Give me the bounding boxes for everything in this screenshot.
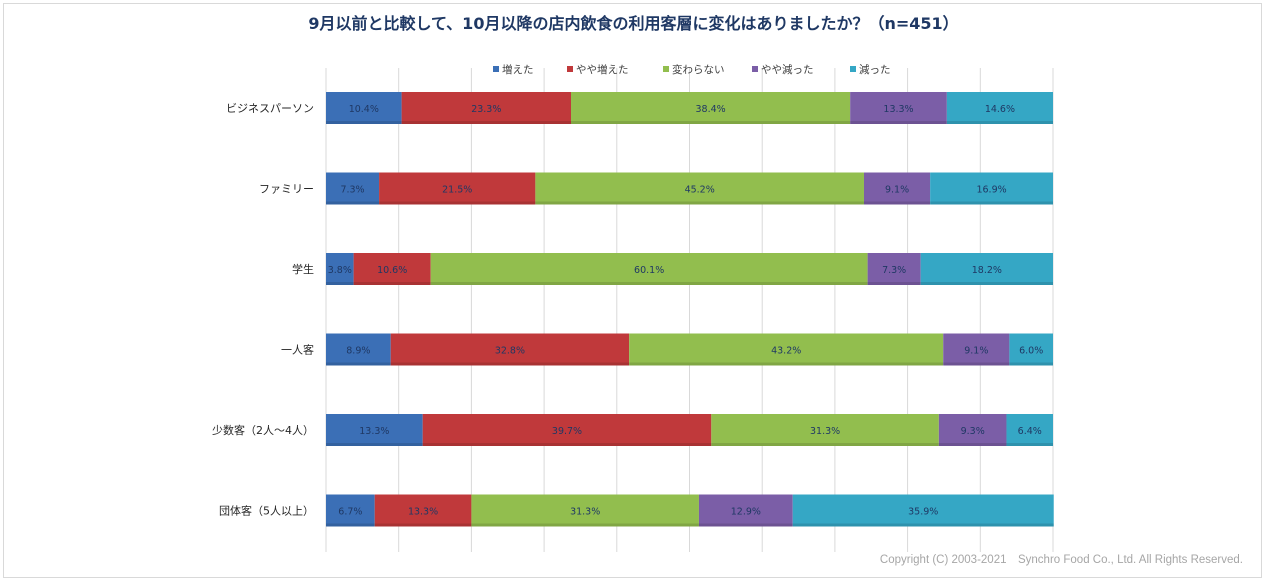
bar-segment-shade xyxy=(699,524,793,527)
bar-segment-shade xyxy=(375,524,472,527)
category-label: ファミリー xyxy=(259,183,314,196)
data-label: 31.3% xyxy=(570,507,600,518)
bar-segment-shade xyxy=(326,202,379,205)
data-label: 3.8% xyxy=(328,265,352,276)
data-label: 6.4% xyxy=(1018,426,1042,437)
bar-segment-shade xyxy=(354,282,431,285)
legend-swatch xyxy=(663,66,669,72)
category-label: ビジネスパーソン xyxy=(226,102,314,115)
bar-segment-shade xyxy=(379,202,535,205)
bar-segment-shade xyxy=(326,524,375,527)
bar-segment-shade xyxy=(431,282,868,285)
bar-segment-shade xyxy=(930,202,1053,205)
data-label: 18.2% xyxy=(972,265,1002,276)
bar-segment-shade xyxy=(423,443,712,446)
legend-label: 変わらない xyxy=(672,63,725,76)
bar-segment-shade xyxy=(850,121,947,124)
bar-segment-shade xyxy=(939,443,1007,446)
bar-segment-shade xyxy=(1009,363,1053,366)
data-label: 32.8% xyxy=(495,346,525,357)
legend-swatch xyxy=(752,66,758,72)
data-label: 12.9% xyxy=(731,507,761,518)
legend-label: 増えた xyxy=(502,63,534,76)
data-label: 31.3% xyxy=(810,426,840,437)
legend: 増えた やや増えた 変わらない やや減った 減った xyxy=(493,63,891,76)
legend-label: 減った xyxy=(859,63,891,76)
bar-segment-shade xyxy=(471,524,699,527)
bar-segment-shade xyxy=(326,282,354,285)
bars: ビジネスパーソン 10.4% 23.3% 38.4% 13.3% 14.6% ファミリー 7.… xyxy=(212,92,1054,527)
bar-segment-shade xyxy=(868,282,921,285)
bar-segment-shade xyxy=(571,121,850,124)
bar-segment-shade xyxy=(1006,443,1053,446)
data-label: 9.3% xyxy=(961,426,985,437)
legend-swatch xyxy=(493,66,499,72)
bar-segment-shade xyxy=(402,121,571,124)
data-label: 7.3% xyxy=(340,185,364,196)
bar-segment-shade xyxy=(326,363,391,366)
gridlines xyxy=(326,68,1053,552)
data-label: 39.7% xyxy=(552,426,582,437)
data-label: 23.3% xyxy=(471,104,501,115)
bar-segment-shade xyxy=(864,202,930,205)
data-label: 8.9% xyxy=(346,346,370,357)
bar-segment-shade xyxy=(793,524,1054,527)
legend-label: やや減った xyxy=(761,63,814,76)
category-label: 少数客（2人〜4人） xyxy=(212,423,314,437)
data-label: 38.4% xyxy=(695,104,725,115)
data-label: 7.3% xyxy=(882,265,906,276)
data-label: 21.5% xyxy=(442,185,472,196)
data-label: 60.1% xyxy=(634,265,664,276)
bar-segment-shade xyxy=(535,202,864,205)
bar-segment-shade xyxy=(629,363,943,366)
data-label: 10.6% xyxy=(377,265,407,276)
data-label: 43.2% xyxy=(771,346,801,357)
data-label: 35.9% xyxy=(908,507,938,518)
data-label: 10.4% xyxy=(349,104,379,115)
bar-segment-shade xyxy=(391,363,629,366)
bar-segment-shade xyxy=(943,363,1009,366)
data-label: 9.1% xyxy=(964,346,988,357)
copyright-notice: Copyright (C) 2003-2021 Synchro Food Co.… xyxy=(880,551,1243,567)
data-label: 14.6% xyxy=(985,104,1015,115)
data-label: 6.0% xyxy=(1019,346,1043,357)
data-label: 13.3% xyxy=(883,104,913,115)
data-label: 9.1% xyxy=(885,185,909,196)
bar-segment-shade xyxy=(326,443,423,446)
category-label: 団体客（5人以上） xyxy=(219,504,314,518)
data-label: 13.3% xyxy=(359,426,389,437)
bar-segment-shade xyxy=(326,121,402,124)
legend-swatch xyxy=(567,66,573,72)
bar-segment-shade xyxy=(921,282,1053,285)
data-label: 16.9% xyxy=(976,185,1006,196)
bar-segment-shade xyxy=(947,121,1053,124)
legend-swatch xyxy=(850,66,856,72)
data-label: 6.7% xyxy=(338,507,362,518)
legend-label: やや増えた xyxy=(576,63,629,76)
data-label: 45.2% xyxy=(685,185,715,196)
bar-segment-shade xyxy=(711,443,939,446)
data-label: 13.3% xyxy=(408,507,438,518)
category-label: 一人客 xyxy=(281,343,314,357)
category-label: 学生 xyxy=(292,262,314,276)
